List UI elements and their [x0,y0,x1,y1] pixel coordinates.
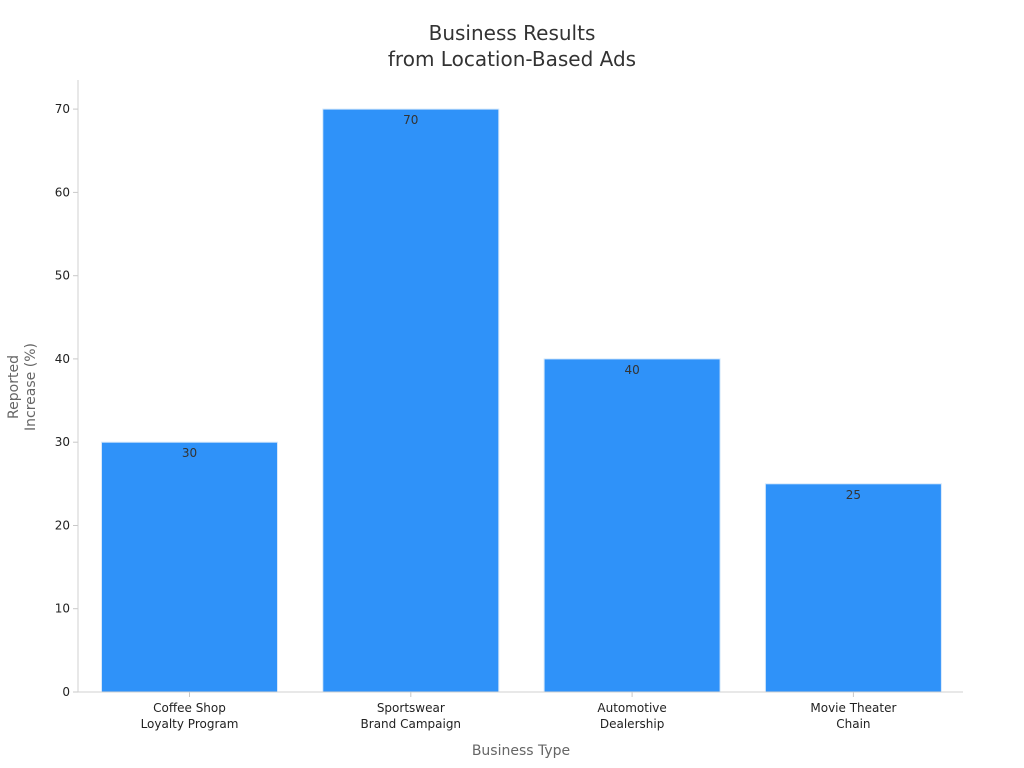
bar-series: 30 70 40 25 [101,108,942,693]
x-tick-label-2: Sportswear Brand Campaign [361,701,462,731]
bar-value-label-4: 25 [846,488,861,502]
x-axis-ticks: Coffee Shop Loyalty Program Sportswear Bran… [141,692,896,731]
chart-title-line-2: from Location-Based Ads [388,47,636,71]
y-tick-label-60: 60 [55,185,70,199]
y-tick-label-30: 30 [55,435,70,449]
x-tick-label-1-line-2: Loyalty Program [141,717,239,731]
bar-1 [101,441,278,693]
y-tick-label-40: 40 [55,352,70,366]
y-tick-label-10: 10 [55,602,70,616]
y-axis-label: Reported Increase (%) [6,343,39,431]
x-tick-label-1: Coffee Shop Loyalty Program [141,701,239,731]
y-axis-ticks: 0 10 20 30 40 50 60 70 [55,102,78,699]
x-tick-label-2-line-2: Brand Campaign [361,717,462,731]
y-axis-label-line-2: Increase (%) [23,343,39,431]
x-tick-label-4-line-2: Chain [836,717,870,731]
x-tick-label-1-line-1: Coffee Shop [153,701,226,715]
x-tick-label-3-line-2: Dealership [600,717,664,731]
bar-4 [764,483,942,693]
x-tick-label-2-line-1: Sportswear [377,701,445,715]
x-tick-label-4: Movie Theater Chain [810,701,896,731]
x-tick-label-4-line-1: Movie Theater [810,701,896,715]
y-tick-label-50: 50 [55,269,70,283]
bar-2 [322,108,500,693]
x-tick-label-3: Automotive Dealership [597,701,666,731]
y-tick-label-20: 20 [55,519,70,533]
y-tick-label-0: 0 [62,685,70,699]
bar-value-label-3: 40 [624,363,639,377]
bar-value-label-1: 30 [182,446,197,460]
y-axis-label-line-1: Reported [6,355,22,419]
x-axis-label: Business Type [472,743,570,759]
x-tick-label-3-line-1: Automotive [597,701,666,715]
bar-value-label-2: 70 [403,113,418,127]
y-tick-label-70: 70 [55,102,70,116]
chart-title-line-1: Business Results [429,21,596,45]
bar-3 [543,358,721,693]
chart-title: Business Results from Location-Based Ads [388,21,636,71]
